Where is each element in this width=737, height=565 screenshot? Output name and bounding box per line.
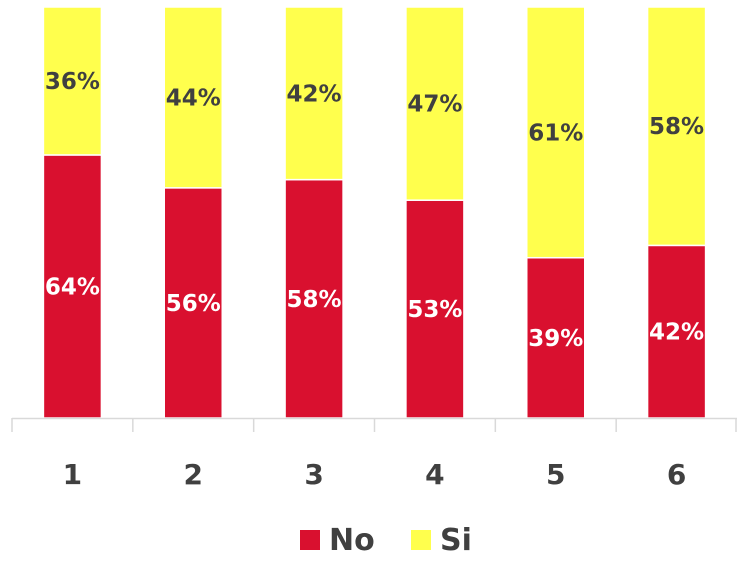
legend-label-si: Si [440, 523, 472, 558]
data-label-si-3: 42% [287, 81, 342, 107]
data-label-no-3: 58% [287, 287, 342, 313]
x-tick-label-2: 2 [184, 458, 203, 491]
data-label-no-5: 39% [528, 326, 583, 352]
data-label-no-1: 64% [45, 274, 100, 300]
x-tick-label-1: 1 [63, 458, 82, 491]
data-label-si-5: 61% [528, 120, 583, 146]
bar-si-4 [405, 6, 465, 201]
legend: No Si [300, 523, 472, 558]
bar-no-6 [646, 244, 707, 419]
x-tick-label-3: 3 [304, 458, 323, 491]
data-label-si-2: 44% [166, 85, 221, 111]
legend-swatch-no [300, 530, 320, 550]
bar-si-3 [284, 6, 344, 181]
data-label-si-1: 36% [45, 69, 100, 95]
data-label-si-4: 47% [407, 92, 462, 118]
legend-swatch-si [411, 530, 431, 550]
bars-layer [42, 6, 707, 419]
data-label-si-6: 58% [649, 114, 704, 140]
x-tick-label-4: 4 [425, 458, 444, 491]
bar-si-5 [526, 6, 586, 259]
bar-si-2 [163, 6, 223, 189]
bar-si-1 [42, 6, 103, 156]
bar-no-1 [42, 154, 103, 419]
x-axis: 1 2 3 4 5 6 [11, 417, 737, 491]
data-label-no-4: 53% [407, 297, 462, 323]
data-label-no-2: 56% [166, 291, 221, 317]
legend-label-no: No [329, 523, 375, 558]
data-label-no-6: 42% [649, 320, 704, 346]
bar-si-6 [646, 6, 707, 247]
x-tick-label-6: 6 [667, 458, 686, 491]
data-labels-layer: 64% 36% 56% 44% 58% 42% 53% 47% 39% 61% 42% 58% [45, 69, 704, 352]
x-tick-label-5: 5 [546, 458, 565, 491]
